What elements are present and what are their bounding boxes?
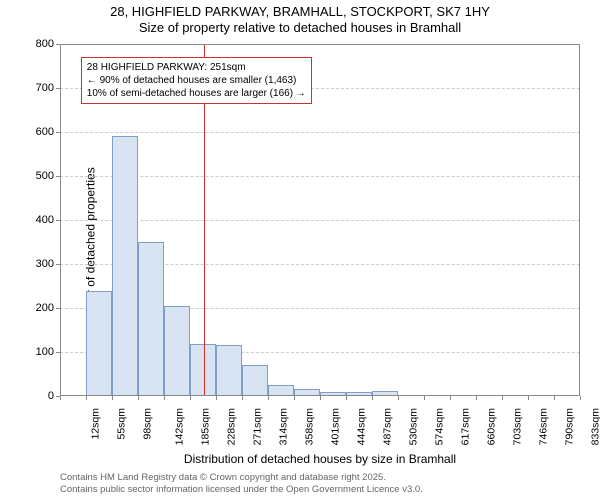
xtick-label: 185sqm [199, 408, 211, 445]
y-ticks: 0100200300400500600700800 [0, 44, 60, 396]
ytick-label: 200 [36, 302, 54, 314]
xtick-label: 660sqm [485, 408, 497, 445]
xtick-mark [294, 396, 295, 400]
plot-border [60, 44, 580, 396]
xtick-label: 271sqm [251, 408, 263, 445]
xtick-mark [216, 396, 217, 400]
xtick-label: 401sqm [329, 408, 341, 445]
xtick-mark [476, 396, 477, 400]
title-line1: 28, HIGHFIELD PARKWAY, BRAMHALL, STOCKPO… [110, 4, 490, 19]
xtick-label: 98sqm [142, 408, 154, 440]
chart-title: 28, HIGHFIELD PARKWAY, BRAMHALL, STOCKPO… [0, 4, 600, 37]
xtick-mark [164, 396, 165, 400]
xtick-label: 703sqm [511, 408, 523, 445]
ytick-label: 700 [36, 82, 54, 94]
xtick-mark [450, 396, 451, 400]
xtick-label: 314sqm [277, 408, 289, 445]
title-line2: Size of property relative to detached ho… [0, 20, 600, 36]
ytick-label: 300 [36, 258, 54, 270]
xtick-label: 746sqm [537, 408, 549, 445]
xtick-label: 142sqm [173, 408, 185, 445]
footer-line2: Contains public sector information licen… [60, 484, 423, 495]
xtick-label: 833sqm [589, 408, 600, 445]
xtick-mark [424, 396, 425, 400]
ytick-label: 100 [36, 346, 54, 358]
xtick-label: 530sqm [407, 408, 419, 445]
ytick-label: 0 [48, 390, 54, 402]
xtick-label: 55sqm [116, 408, 128, 440]
xtick-mark [398, 396, 399, 400]
plot-area: 28 HIGHFIELD PARKWAY: 251sqm← 90% of det… [60, 44, 580, 396]
xtick-mark [320, 396, 321, 400]
xtick-label: 444sqm [355, 408, 367, 445]
xtick-mark [528, 396, 529, 400]
xtick-mark [580, 396, 581, 400]
xtick-mark [60, 396, 61, 400]
xtick-label: 790sqm [563, 408, 575, 445]
xtick-label: 228sqm [225, 408, 237, 445]
chart-container: 28, HIGHFIELD PARKWAY, BRAMHALL, STOCKPO… [0, 0, 600, 500]
xtick-label: 12sqm [90, 408, 102, 440]
xtick-label: 358sqm [303, 408, 315, 445]
x-axis-label: Distribution of detached houses by size … [60, 452, 580, 466]
ytick-label: 800 [36, 38, 54, 50]
ytick-label: 400 [36, 214, 54, 226]
xtick-label: 487sqm [381, 408, 393, 445]
xtick-mark [190, 396, 191, 400]
footer-attribution: Contains HM Land Registry data © Crown c… [60, 472, 580, 496]
footer-line1: Contains HM Land Registry data © Crown c… [60, 472, 386, 483]
xtick-label: 574sqm [433, 408, 445, 445]
xtick-mark [554, 396, 555, 400]
xtick-label: 617sqm [459, 408, 471, 445]
ytick-label: 500 [36, 170, 54, 182]
xtick-mark [346, 396, 347, 400]
xtick-mark [372, 396, 373, 400]
xtick-mark [138, 396, 139, 400]
xtick-mark [268, 396, 269, 400]
ytick-label: 600 [36, 126, 54, 138]
xtick-mark [86, 396, 87, 400]
xtick-mark [242, 396, 243, 400]
xtick-mark [112, 396, 113, 400]
xtick-mark [502, 396, 503, 400]
